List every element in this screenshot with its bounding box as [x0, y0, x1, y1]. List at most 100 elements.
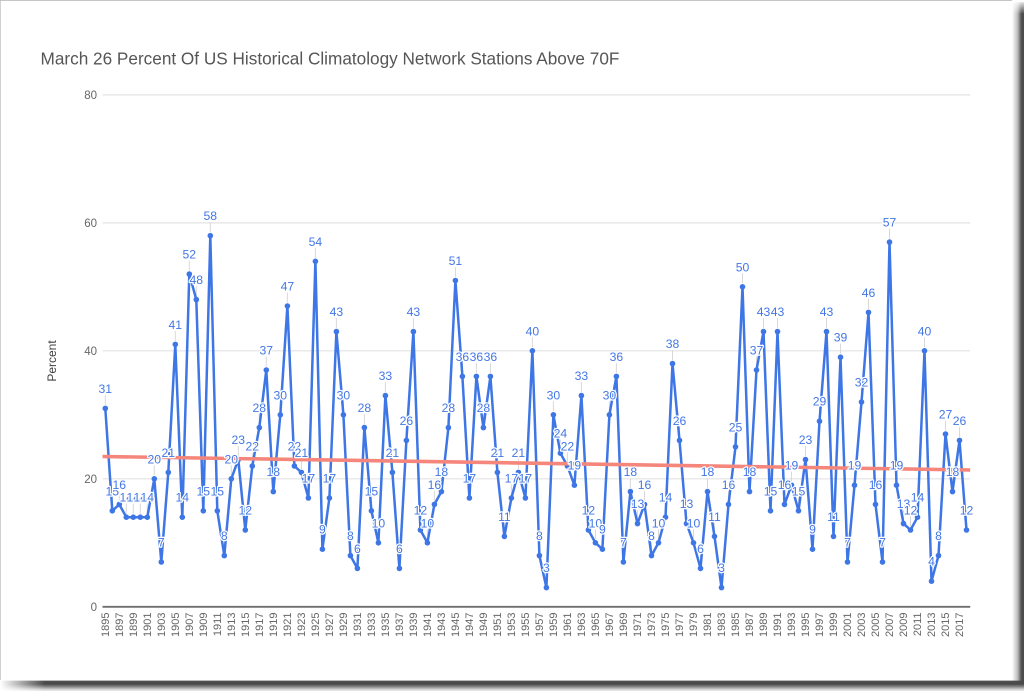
svg-text:12: 12 [582, 504, 596, 518]
svg-text:1925: 1925 [310, 613, 322, 637]
svg-text:33: 33 [379, 369, 393, 383]
svg-text:16: 16 [778, 478, 792, 492]
svg-text:8: 8 [935, 529, 942, 543]
svg-text:23: 23 [232, 433, 246, 447]
svg-text:16: 16 [869, 478, 883, 492]
svg-text:1997: 1997 [814, 613, 826, 637]
svg-text:2001: 2001 [842, 613, 854, 637]
svg-text:1987: 1987 [744, 613, 756, 637]
svg-text:19: 19 [568, 459, 582, 473]
svg-text:30: 30 [337, 388, 351, 402]
svg-text:17: 17 [463, 472, 477, 486]
svg-text:28: 28 [358, 401, 372, 415]
svg-text:11: 11 [827, 510, 840, 524]
svg-text:60: 60 [84, 218, 97, 230]
svg-text:23: 23 [799, 433, 813, 447]
svg-text:15: 15 [792, 484, 806, 498]
svg-text:1991: 1991 [772, 613, 784, 637]
svg-text:17: 17 [505, 472, 519, 486]
svg-text:0: 0 [91, 602, 97, 614]
svg-text:21: 21 [295, 446, 309, 460]
svg-text:1981: 1981 [702, 613, 714, 637]
svg-text:2003: 2003 [856, 613, 868, 637]
svg-text:1905: 1905 [170, 613, 182, 637]
svg-text:36: 36 [484, 350, 498, 364]
svg-text:52: 52 [183, 248, 197, 262]
svg-text:37: 37 [260, 344, 274, 358]
svg-text:22: 22 [288, 440, 302, 454]
svg-text:1963: 1963 [576, 613, 588, 637]
svg-text:1917: 1917 [254, 613, 266, 637]
svg-text:7: 7 [844, 536, 851, 550]
svg-text:80: 80 [84, 90, 97, 102]
svg-text:1947: 1947 [464, 613, 476, 637]
svg-text:14: 14 [176, 491, 190, 505]
svg-text:50: 50 [736, 260, 750, 274]
svg-text:6: 6 [396, 542, 403, 556]
svg-text:28: 28 [442, 401, 456, 415]
svg-text:19: 19 [848, 459, 862, 473]
svg-text:30: 30 [547, 388, 561, 402]
svg-text:18: 18 [946, 465, 960, 479]
svg-text:14: 14 [659, 491, 673, 505]
svg-text:30: 30 [274, 388, 288, 402]
svg-text:9: 9 [809, 523, 816, 537]
svg-text:21: 21 [512, 446, 526, 460]
svg-text:March 26 Percent Of US Histori: March 26 Percent Of US Historical Climat… [41, 49, 620, 69]
svg-text:22: 22 [246, 440, 260, 454]
svg-text:36: 36 [470, 350, 484, 364]
svg-text:7: 7 [158, 536, 165, 550]
svg-text:12: 12 [414, 504, 428, 518]
svg-text:43: 43 [407, 305, 421, 319]
svg-text:3: 3 [718, 561, 725, 575]
svg-text:26: 26 [673, 414, 687, 428]
svg-text:1913: 1913 [226, 613, 238, 637]
svg-text:16: 16 [428, 478, 442, 492]
svg-text:14: 14 [127, 491, 141, 505]
svg-text:29: 29 [813, 395, 827, 409]
svg-text:14: 14 [141, 491, 155, 505]
svg-text:1931: 1931 [352, 613, 364, 637]
svg-text:1933: 1933 [366, 613, 378, 637]
svg-text:30: 30 [603, 388, 617, 402]
svg-text:36: 36 [610, 350, 624, 364]
svg-text:12: 12 [904, 504, 918, 518]
svg-text:10: 10 [421, 516, 435, 530]
svg-text:7: 7 [620, 536, 627, 550]
svg-text:9: 9 [599, 523, 606, 537]
svg-text:15: 15 [764, 484, 778, 498]
svg-text:15: 15 [211, 484, 225, 498]
svg-text:1979: 1979 [688, 613, 700, 637]
svg-text:43: 43 [771, 305, 785, 319]
svg-text:28: 28 [253, 401, 267, 415]
svg-text:1911: 1911 [212, 613, 224, 637]
svg-text:1915: 1915 [240, 613, 252, 637]
svg-text:2017: 2017 [954, 613, 966, 637]
svg-text:1965: 1965 [590, 613, 602, 637]
svg-text:16: 16 [638, 478, 652, 492]
svg-text:12: 12 [960, 504, 974, 518]
svg-text:10: 10 [652, 516, 666, 530]
svg-text:14: 14 [134, 491, 148, 505]
svg-text:1923: 1923 [296, 613, 308, 637]
svg-text:18: 18 [435, 465, 449, 479]
svg-text:1937: 1937 [394, 613, 406, 637]
svg-text:43: 43 [757, 305, 771, 319]
svg-text:1949: 1949 [478, 613, 490, 637]
svg-text:36: 36 [456, 350, 470, 364]
svg-text:21: 21 [386, 446, 400, 460]
svg-text:31: 31 [99, 382, 113, 396]
svg-text:11: 11 [708, 510, 721, 524]
svg-text:20: 20 [225, 452, 239, 466]
svg-text:7: 7 [879, 536, 886, 550]
svg-text:17: 17 [519, 472, 533, 486]
svg-text:27: 27 [939, 408, 953, 422]
svg-text:54: 54 [309, 235, 323, 249]
svg-text:37: 37 [750, 344, 764, 358]
svg-text:26: 26 [953, 414, 967, 428]
svg-text:18: 18 [743, 465, 757, 479]
svg-text:1975: 1975 [660, 613, 672, 637]
svg-text:1899: 1899 [128, 613, 140, 637]
svg-text:26: 26 [400, 414, 414, 428]
svg-text:20: 20 [84, 474, 97, 486]
